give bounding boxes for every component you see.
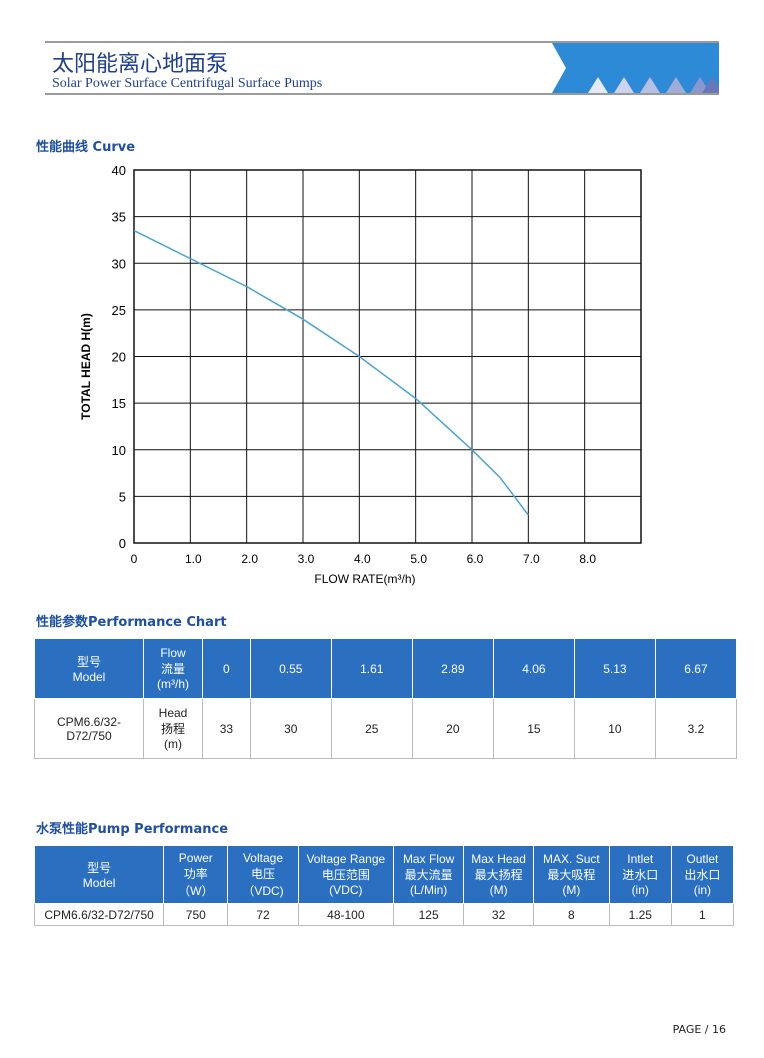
y-tick-label: 35 [112, 210, 126, 225]
x-tick-label: 2.0 [241, 552, 258, 566]
x-tick-label: 7.0 [523, 552, 540, 566]
head-cell: 30 [249, 698, 332, 759]
flow-cell: 5.13 [573, 638, 656, 699]
performance-curve-chart: 0 5 10 15 20 25 30 35 40 0 1.0 2.0 3.0 4.0 5.0 6.0 7.0 8.… [79, 163, 642, 586]
model-cell: CPM6.6/32-D72/750 [34, 698, 144, 759]
flow-cell: 6.67 [654, 638, 738, 699]
series-line [133, 229, 529, 516]
table-cell: 8 [533, 903, 610, 926]
flow-header: Flow 流量 (m³/h) [143, 638, 203, 699]
header-rule-top [45, 41, 719, 43]
column-header: Intlet 进水口 (in) [608, 845, 672, 904]
head-cell: 25 [330, 698, 413, 759]
column-header: Max Flow 最大流量 (L/Min) [393, 845, 465, 904]
column-header: MAX. Suct 最大吸程 (M) [533, 845, 610, 904]
y-tick-label: 10 [112, 443, 126, 458]
flow-cell: 4.06 [492, 638, 575, 699]
column-header: Max Head 最大扬程 (M) [463, 845, 535, 904]
y-tick-label: 25 [112, 303, 126, 318]
table-cell: 750 [163, 903, 229, 926]
column-header: Power 功率 （W） [163, 845, 229, 904]
y-tick-label: 0 [119, 536, 126, 551]
table-row: CPM6.6/32-D72/750 Head 扬程 (m) 33 30 25 20 … [34, 698, 738, 759]
x-axis-label: FLOW RATE(m³/h) [314, 572, 415, 586]
flow-cell: 1.61 [330, 638, 413, 699]
head-header: Head 扬程 (m) [143, 698, 203, 759]
y-tick-label: 20 [112, 350, 126, 365]
x-tick-label: 1.0 [185, 552, 202, 566]
x-tick-label: 0 [131, 552, 138, 566]
column-header: 型号 Model [33, 845, 165, 904]
column-header: Outlet 出水口 (in) [670, 845, 735, 904]
model-header: 型号 Model [34, 638, 144, 699]
curve-section-title: 性能曲线 Curve [36, 140, 136, 155]
y-tick-label: 40 [112, 163, 126, 178]
header-rule-bottom [45, 93, 719, 95]
page-title-en: Solar Power Surface Centrifugal Surface … [52, 76, 323, 91]
table-cell: 125 [393, 903, 465, 926]
table-cell: 72 [227, 903, 299, 926]
table-row: CPM6.6/32-D72/750 750 72 48-100 125 32 8 1.25 1 [33, 903, 735, 926]
perf-chart-title: 性能参数Performance Chart [36, 615, 227, 630]
head-cell: 10 [573, 698, 656, 759]
x-tick-label: 6.0 [467, 552, 484, 566]
table-cell: 1.25 [608, 903, 672, 926]
column-header: Voltage 电压 （VDC) [227, 845, 299, 904]
x-tick-label: 5.0 [410, 552, 427, 566]
y-tick-label: 5 [119, 489, 126, 504]
head-cell: 3.2 [654, 698, 738, 759]
x-tick-label: 4.0 [354, 552, 371, 566]
y-axis-label: TOTAL HEAD H(m) [79, 313, 93, 420]
performance-table: 型号 Model Flow 流量 (m³/h) 0 0.55 1.61 2.89 4.… [34, 638, 738, 759]
header-banner [552, 43, 719, 93]
x-tick-label: 8.0 [579, 552, 596, 566]
flow-cell: 0 [202, 638, 251, 699]
x-tick-label: 3.0 [298, 552, 315, 566]
page-title-cn: 太阳能离心地面泵 [52, 52, 229, 77]
table-cell: 32 [463, 903, 535, 926]
head-cell: 15 [492, 698, 575, 759]
y-tick-label: 30 [112, 256, 126, 271]
head-cell: 33 [202, 698, 251, 759]
plot-frame [133, 169, 642, 544]
flow-cell: 2.89 [411, 638, 494, 699]
y-tick-label: 15 [112, 396, 126, 411]
column-header: Voltage Range 电压范围 (VDC) [297, 845, 395, 904]
table-cell: CPM6.6/32-D72/750 [33, 903, 165, 926]
table-cell: 1 [670, 903, 735, 926]
flow-cell: 0.55 [249, 638, 332, 699]
pump-performance-table: 型号 Model Power 功率 （W） Voltage 电压 （VDC) Voltage R… [33, 845, 735, 926]
page-number: PAGE / 16 [672, 1023, 726, 1036]
table-cell: 48-100 [297, 903, 395, 926]
head-cell: 20 [411, 698, 494, 759]
pump-perf-title: 水泵性能Pump Performance [36, 822, 229, 837]
